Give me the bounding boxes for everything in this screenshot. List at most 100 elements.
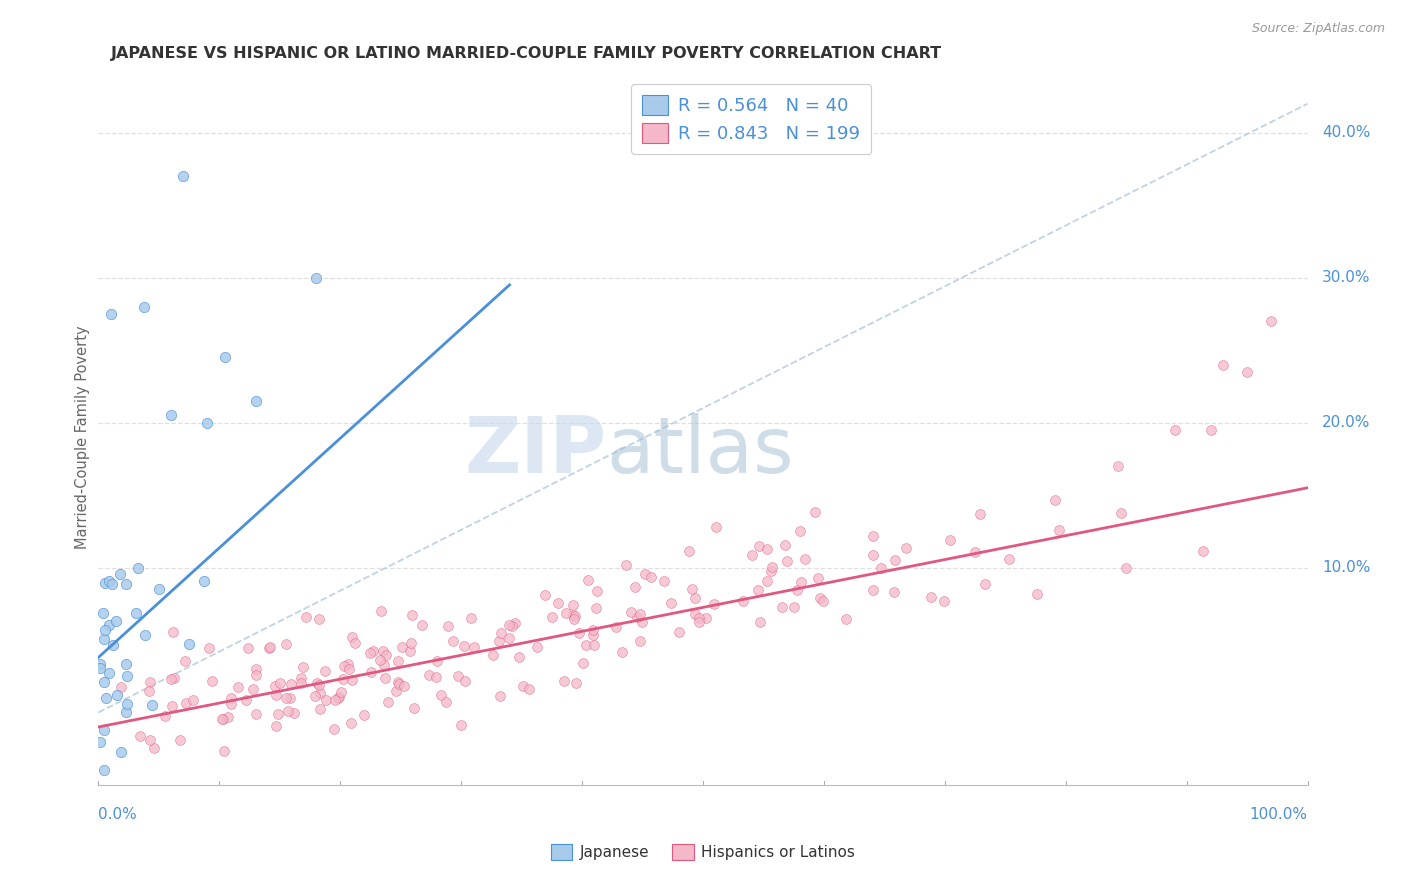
Point xyxy=(280,677,302,691)
Point xyxy=(463,640,485,655)
Point xyxy=(245,662,267,676)
Point xyxy=(870,561,893,575)
Point xyxy=(790,574,813,589)
Point xyxy=(115,705,138,719)
Point xyxy=(782,600,804,615)
Point xyxy=(807,570,830,584)
Point xyxy=(565,675,588,690)
Point xyxy=(264,719,287,733)
Point xyxy=(115,697,138,711)
Point xyxy=(773,538,796,552)
Text: 10.0%: 10.0% xyxy=(1322,560,1371,575)
Point xyxy=(337,657,360,671)
Point xyxy=(1192,544,1215,558)
Point xyxy=(862,548,884,562)
Point xyxy=(283,706,305,720)
Point xyxy=(276,690,298,705)
Point xyxy=(308,701,330,715)
Point xyxy=(582,628,605,642)
Point xyxy=(963,545,986,559)
Point xyxy=(179,637,201,651)
Point xyxy=(371,644,394,658)
Legend: R = 0.564   N = 40, R = 0.843   N = 199: R = 0.564 N = 40, R = 0.843 N = 199 xyxy=(631,85,872,154)
Point xyxy=(370,604,392,618)
Point xyxy=(450,718,472,732)
Point xyxy=(344,636,367,650)
Point xyxy=(526,640,548,654)
Point xyxy=(173,654,195,668)
Point xyxy=(748,540,770,554)
Point xyxy=(808,591,831,606)
Point xyxy=(305,270,328,285)
Point xyxy=(308,678,330,692)
Point xyxy=(411,617,433,632)
Point xyxy=(454,673,477,688)
Point xyxy=(353,708,375,723)
Point xyxy=(586,584,609,599)
Point xyxy=(437,619,460,633)
Point xyxy=(685,591,707,605)
Point xyxy=(534,588,557,602)
Point xyxy=(755,574,778,588)
Point xyxy=(388,677,411,691)
Point xyxy=(93,723,115,738)
Point xyxy=(605,620,627,634)
Point xyxy=(101,577,124,591)
Point xyxy=(426,654,449,668)
Point xyxy=(576,573,599,587)
Point xyxy=(668,625,690,640)
Point xyxy=(517,682,540,697)
Point xyxy=(562,612,585,626)
Point xyxy=(1163,423,1185,437)
Text: 20.0%: 20.0% xyxy=(1322,415,1371,430)
Point xyxy=(1260,314,1282,328)
Point xyxy=(1115,560,1137,574)
Point xyxy=(553,673,575,688)
Text: Source: ZipAtlas.com: Source: ZipAtlas.com xyxy=(1251,22,1385,36)
Point xyxy=(612,645,634,659)
Point xyxy=(583,638,606,652)
Point xyxy=(219,691,242,706)
Point xyxy=(634,566,657,581)
Point xyxy=(654,574,676,588)
Point xyxy=(242,681,264,696)
Point xyxy=(104,614,127,628)
Text: atlas: atlas xyxy=(606,413,794,489)
Point xyxy=(94,690,117,705)
Point xyxy=(330,684,353,698)
Point xyxy=(340,715,363,730)
Point xyxy=(160,672,183,686)
Point xyxy=(332,672,354,686)
Point xyxy=(267,706,290,721)
Point xyxy=(174,696,197,710)
Point xyxy=(368,652,391,666)
Point xyxy=(659,596,682,610)
Point xyxy=(269,676,291,690)
Point xyxy=(883,584,905,599)
Point xyxy=(512,679,534,693)
Point xyxy=(259,640,281,654)
Point xyxy=(359,646,381,660)
Point xyxy=(401,607,423,622)
Text: 40.0%: 40.0% xyxy=(1322,125,1371,140)
Point xyxy=(160,409,183,423)
Point xyxy=(89,661,111,675)
Point xyxy=(219,697,242,711)
Point xyxy=(453,639,475,653)
Point xyxy=(695,611,717,625)
Point xyxy=(134,628,156,642)
Point xyxy=(139,733,162,747)
Point xyxy=(974,577,997,591)
Point xyxy=(1199,423,1222,437)
Point xyxy=(328,690,350,705)
Point xyxy=(93,675,115,690)
Point xyxy=(582,624,605,638)
Point xyxy=(501,619,523,633)
Point xyxy=(110,745,132,759)
Point xyxy=(429,688,451,702)
Point xyxy=(162,624,184,639)
Point xyxy=(127,560,149,574)
Point xyxy=(770,600,793,615)
Point xyxy=(148,582,170,597)
Point xyxy=(373,657,395,672)
